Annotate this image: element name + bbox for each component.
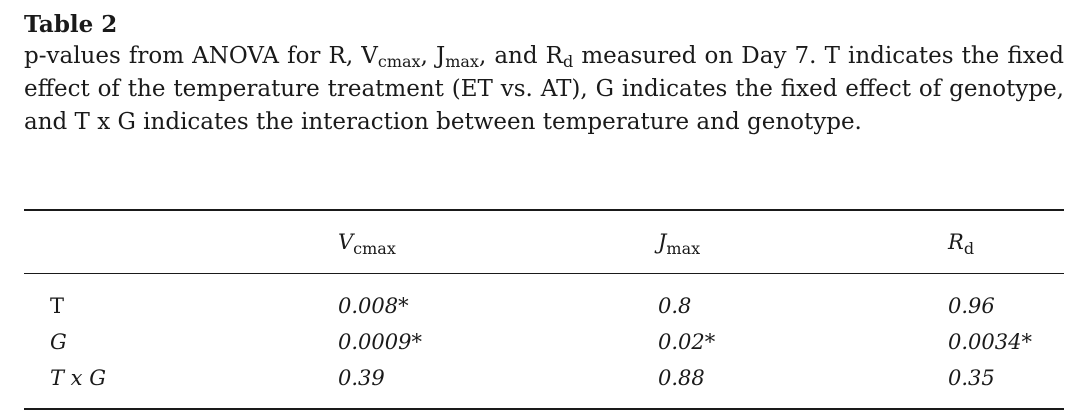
caption-sub-vcmax: cmax [377,52,421,71]
caption-text-3: , and R [478,43,564,69]
caption-text-2: , J [420,43,446,69]
cell-txg-jmax: 0.88 [658,366,705,390]
caption-text-4: measured on Day 7. T indicates the fixed… [24,43,1065,135]
cell-g-vcmax: 0.0009* [338,330,422,354]
cell-g-rd: 0.0034* [948,330,1032,354]
header-rd-sub: d [963,239,975,258]
header-empty-cell [24,210,338,274]
table-row: T x G 0.39 0.88 0.35 [24,360,1064,409]
cell-txg-vcmax: 0.39 [338,366,385,390]
header-vcmax-sub: cmax [353,239,396,258]
cell-t-jmax: 0.8 [658,294,692,318]
cell-t-rd: 0.96 [948,294,995,318]
caption-sub-rd: d [563,52,574,71]
table-row: T 0.008* 0.8 0.96 [24,274,1064,325]
cell-t-vcmax: 0.008* [338,294,409,318]
table-title: Table 2 [24,11,118,38]
header-vcmax: Vcmax [338,210,658,274]
header-rd-main: R [948,230,964,254]
row-label-g: G [50,330,67,354]
header-jmax-main: J [658,230,667,254]
header-rd: Rd [948,210,1064,274]
cell-txg-rd: 0.35 [948,366,995,390]
header-vcmax-main: V [338,230,354,254]
cell-g-jmax: 0.02* [658,330,716,354]
table-row: G 0.0009* 0.02* 0.0034* [24,324,1064,360]
caption-sub-jmax: max [445,52,479,71]
header-jmax-sub: max [666,239,701,258]
header-jmax: Jmax [658,210,948,274]
caption-text-1: p-values from ANOVA for R, V [24,43,378,69]
table-caption: p-values from ANOVA for R, Vcmax, Jmax, … [24,40,1064,139]
header-row: Vcmax Jmax Rd [24,210,1064,274]
row-label-txg: T x G [50,366,106,390]
row-label-t: T [50,294,65,318]
table-container: Table 2 p-values from ANOVA for R, Vcmax… [24,8,1064,409]
anova-table: Vcmax Jmax Rd T 0.008* 0.8 0.96 G 0.0009… [24,209,1064,410]
